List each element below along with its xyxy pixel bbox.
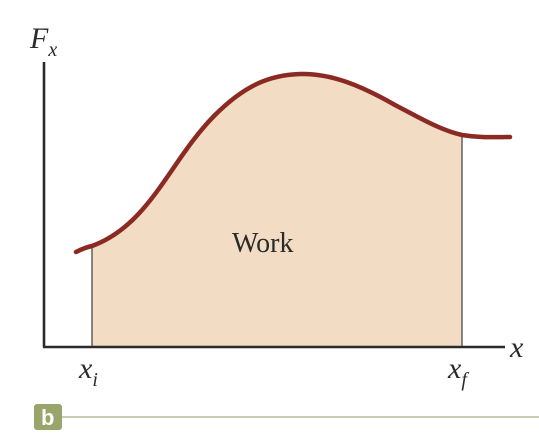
x-axis-label: x [509, 331, 524, 364]
y-axis-label-subscript: x [47, 39, 57, 61]
work-area-fill [92, 73, 462, 346]
x-final-subscript: f [461, 369, 469, 391]
x-initial-label: xi [78, 352, 98, 391]
panel-tag-label: b [41, 405, 54, 430]
panel-tag-badge [34, 404, 62, 430]
x-final-label: xf [447, 352, 469, 391]
y-axis-label: Fx [29, 22, 57, 61]
x-initial-subscript: i [92, 369, 98, 391]
work-area-label: Work [232, 228, 294, 259]
force-curve [73, 71, 513, 255]
